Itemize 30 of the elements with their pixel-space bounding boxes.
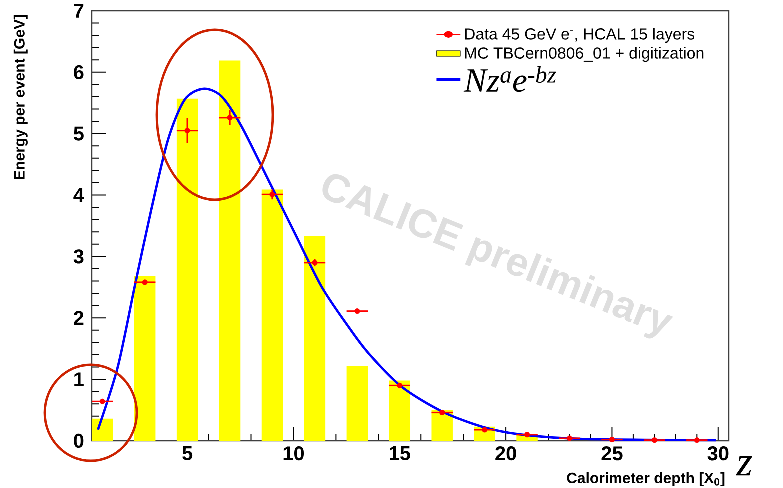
y-tick-label: 7	[74, 4, 84, 18]
text: z	[736, 456, 752, 476]
y-tick-label: 1	[74, 372, 84, 386]
point	[524, 432, 530, 438]
y-tick-label: 0	[74, 434, 84, 448]
x-tick-label: 20	[496, 446, 516, 461]
point	[227, 115, 233, 121]
y-axis-title: Energy per event [GeV]	[14, 15, 28, 180]
y-tick-label: 4	[74, 188, 84, 202]
bar	[389, 380, 411, 441]
y-tick-label: 2	[74, 311, 84, 326]
y-tick-label: 6	[74, 65, 84, 80]
bar	[262, 190, 284, 441]
legend-label: MC TBCern0806_01 + digitization	[465, 47, 704, 62]
x-tick-label: 10	[284, 446, 304, 461]
point	[184, 128, 190, 134]
x-tick-label: 5	[182, 446, 193, 460]
y-tick-label: 5	[74, 126, 84, 141]
bar	[176, 98, 198, 441]
y-tick-label: 3	[74, 250, 84, 264]
legend-label: Data 45 GeV e$^{-}$, HCAL 15 layers	[465, 28, 695, 44]
bar	[346, 366, 368, 441]
x-axis-title: Calorimeter depth [X$_{0}$]	[567, 472, 725, 486]
bar	[134, 276, 156, 441]
bar	[219, 60, 241, 441]
legend-label: Nz$^{a}$e$^{-bz}$	[464, 66, 556, 92]
x-tick-label: 15	[390, 446, 410, 460]
x-tick-label: 30	[708, 446, 729, 461]
bar	[92, 418, 114, 441]
x-tick-label: 25	[602, 446, 623, 461]
